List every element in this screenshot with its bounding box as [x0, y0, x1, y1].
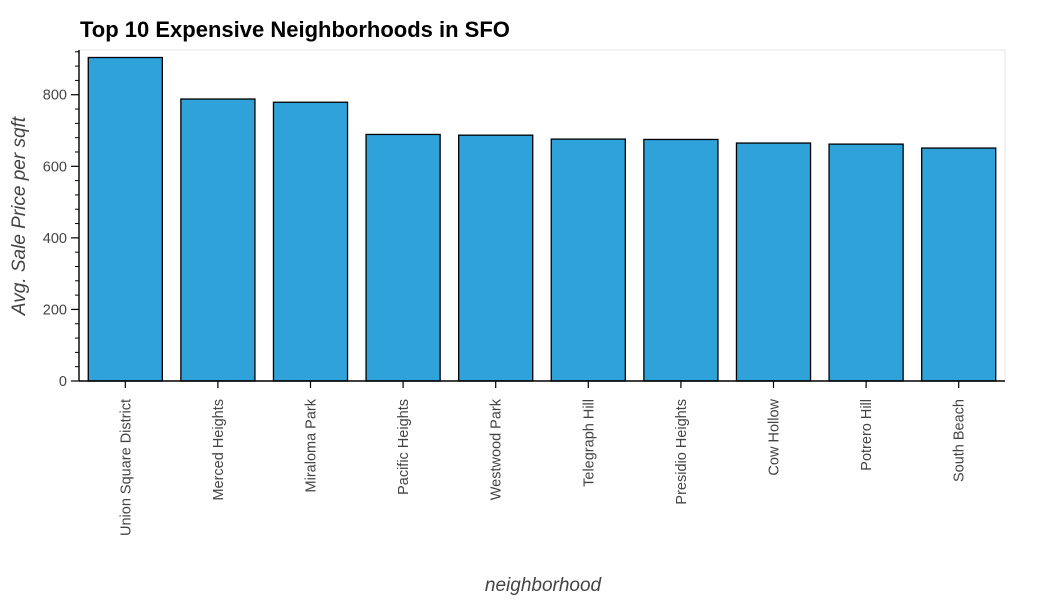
- y-tick-label: 0: [59, 374, 67, 390]
- x-tick-label: Cow Hollow: [767, 398, 783, 475]
- bar-6: [550, 138, 626, 382]
- x-tick-label: Westwood Park: [489, 398, 505, 500]
- bar-4: [365, 133, 441, 382]
- bar-3: [272, 101, 349, 382]
- x-tick-label: Union Square District: [118, 399, 134, 536]
- bar-9: [828, 143, 904, 382]
- chart-title: Top 10 Expensive Neighborhoods in SFO: [80, 17, 510, 42]
- y-axis-label: Avg. Sale Price per sqft: [9, 116, 30, 316]
- bar-7: [643, 138, 719, 382]
- x-tick-label: Merced Heights: [211, 399, 227, 501]
- plot-area: 0 200 400 600 800 Union Square District Merced…: [43, 49, 1006, 536]
- x-axis-label: neighborhood: [485, 575, 603, 596]
- x-tick-label: Pacific Heights: [396, 399, 412, 495]
- bar-5: [458, 134, 534, 382]
- x-tick-label: Miraloma Park: [304, 398, 320, 492]
- x-tick-label: Presidio Heights: [674, 399, 690, 505]
- y-tick-label: 400: [43, 231, 67, 247]
- bar-2: [180, 98, 256, 382]
- x-tick-label: Potrero Hill: [859, 399, 875, 471]
- x-tick-label: Telegraph Hill: [581, 399, 597, 487]
- bar-10: [921, 147, 997, 382]
- y-tick-label: 800: [43, 88, 67, 104]
- x-tick-label: South Beach: [952, 399, 968, 482]
- y-tick-label: 600: [43, 159, 67, 175]
- y-tick-label: 200: [43, 302, 67, 318]
- bar-1: [87, 56, 163, 382]
- bar-8: [735, 142, 812, 382]
